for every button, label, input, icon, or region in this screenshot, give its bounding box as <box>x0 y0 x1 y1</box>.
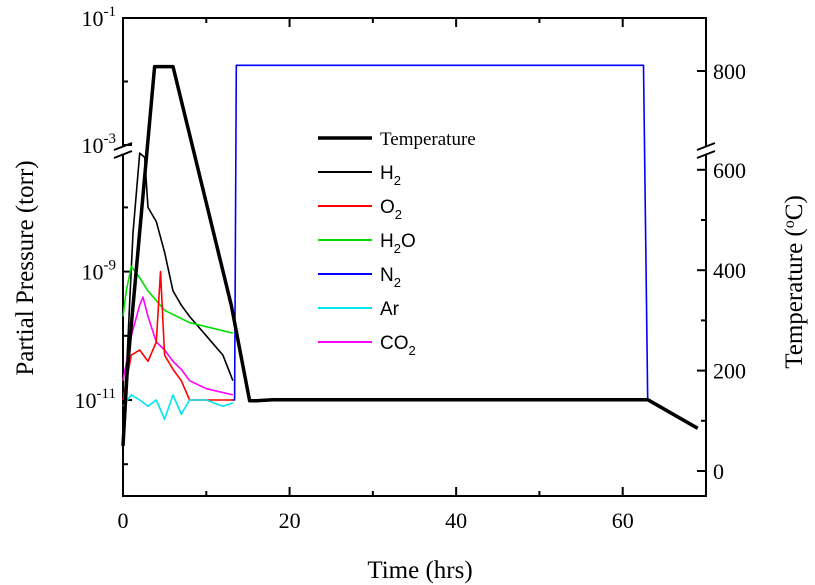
legend-label-o2: O2 <box>380 197 402 222</box>
right-axis-title: Temperature (oC) <box>781 195 808 369</box>
legend-label-text: Temperature <box>380 129 476 150</box>
left-tick-label-exponent: -11 <box>97 386 116 402</box>
series-line-temperature <box>121 64 699 446</box>
legend-label-text: O <box>380 197 395 218</box>
right-axis-title-main: Temperature ( <box>781 228 808 369</box>
right-tick-label: 600 <box>713 158 746 183</box>
left-tick-label-base: 10 <box>75 388 97 413</box>
legend-label-subscript: 2 <box>394 241 401 256</box>
left-axis-break-gap <box>117 147 129 155</box>
legend-label-text: H <box>380 163 394 184</box>
left-tick-label: 10-9 <box>82 258 117 285</box>
right-axis-title-end: C) <box>781 195 808 220</box>
legend-label-text: N <box>380 265 394 286</box>
series-line-o2 <box>122 270 233 401</box>
right-tick-label: 800 <box>713 59 746 84</box>
legend-label-text: H <box>380 231 394 252</box>
left-tick-label-base: 10 <box>82 260 104 285</box>
series-line-ar <box>122 394 234 421</box>
legend-label-h2o: H2O <box>380 231 416 256</box>
left-tick-label-exponent: -1 <box>104 4 117 20</box>
x-tick-label: 20 <box>279 508 301 533</box>
left-tick-label: 10-11 <box>75 386 116 413</box>
left-tick-label-base: 10 <box>82 133 104 158</box>
series-line-h2 <box>122 152 234 420</box>
right-axis-break-mark-lower <box>696 150 716 159</box>
series-line-h2o <box>122 265 234 334</box>
right-tick-label: 0 <box>713 459 724 484</box>
legend-label-h2: H2 <box>380 163 401 188</box>
left-tick-label: 10-1 <box>82 4 117 31</box>
right-axis-break-mark-upper <box>696 142 716 151</box>
left-tick-label-exponent: -3 <box>104 131 117 147</box>
legend-label-co2: CO2 <box>380 333 416 358</box>
legend-label-temp: Temperature <box>380 129 476 150</box>
legend-label-subscript: 2 <box>395 207 402 222</box>
right-tick-label: 400 <box>713 258 746 283</box>
legend-label-n2: N2 <box>380 265 401 290</box>
series-line-co2 <box>122 296 234 396</box>
left-axis-title: Partial Pressure (torr) <box>12 160 39 375</box>
x-tick-label: 40 <box>445 508 467 533</box>
legend-label-subscript: 2 <box>409 343 416 358</box>
legend-label-text: Ar <box>380 299 400 320</box>
x-tick-label: 60 <box>612 508 634 533</box>
x-axis-title: Time (hrs) <box>367 557 472 584</box>
series-line-n2 <box>231 64 651 401</box>
series-layer <box>121 64 699 446</box>
right-axis-break-gap <box>700 147 712 155</box>
left-axis-break-mark-lower <box>113 150 133 159</box>
x-tick-label: 0 <box>118 508 129 533</box>
legend-label-text: CO <box>380 333 409 354</box>
legend-label-subscript: 2 <box>394 173 401 188</box>
legend-label-subscript: 2 <box>394 275 401 290</box>
right-axis-title-sup: o <box>781 220 798 228</box>
labels-layer: Time (hrs) Partial Pressure (torr) Tempe… <box>12 160 808 584</box>
left-tick-label-exponent: -9 <box>104 258 117 274</box>
right-tick-label: 200 <box>713 359 746 384</box>
left-tick-label: 10-3 <box>82 131 117 158</box>
legend-label-tail: O <box>401 231 416 252</box>
legend-label-ar: Ar <box>380 299 400 320</box>
left-tick-label-base: 10 <box>82 6 104 31</box>
plot-frame <box>122 17 707 497</box>
